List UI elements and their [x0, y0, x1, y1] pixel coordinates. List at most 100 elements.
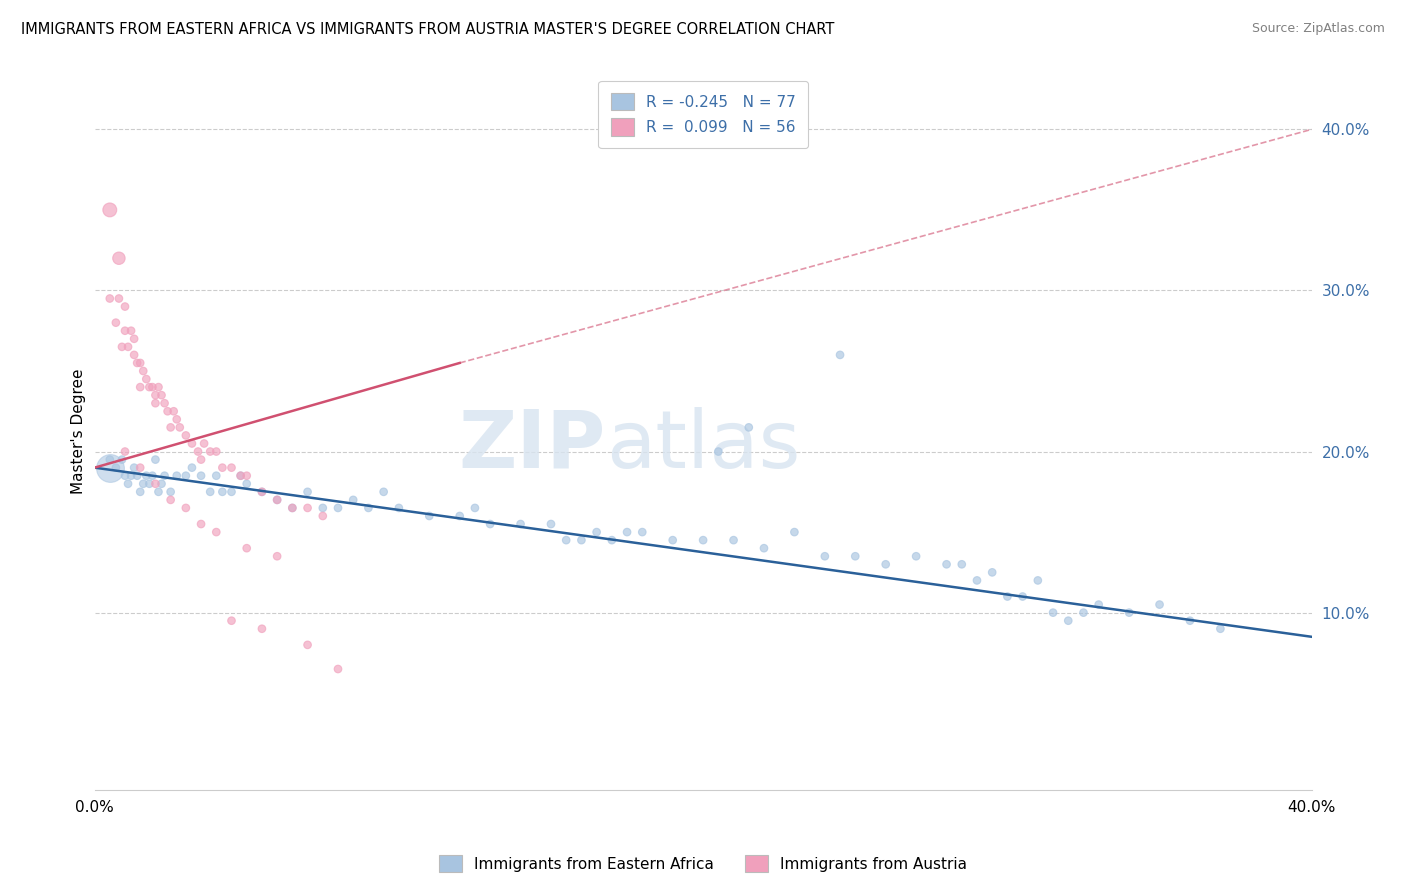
Point [132, 364, 155, 378]
Point [98, 460, 121, 475]
Point [148, 380, 170, 394]
Point [117, 340, 139, 354]
Point [828, 348, 851, 362]
Text: Source: ZipAtlas.com: Source: ZipAtlas.com [1251, 22, 1385, 36]
Text: atlas: atlas [606, 407, 800, 484]
Point [174, 500, 197, 515]
Point [114, 468, 136, 483]
Point [108, 252, 131, 266]
Point [221, 484, 243, 499]
Point [108, 292, 131, 306]
Point [127, 468, 149, 483]
Point [111, 452, 134, 467]
Point [738, 420, 761, 434]
Point [783, 525, 806, 540]
Point [1118, 606, 1140, 620]
Point [707, 444, 730, 458]
Point [120, 468, 142, 483]
Point [169, 420, 191, 434]
Point [138, 476, 160, 491]
Point [190, 468, 212, 483]
Point [1042, 606, 1064, 620]
Point [181, 460, 204, 475]
Point [98, 452, 121, 467]
Point [129, 356, 152, 370]
Point [631, 525, 654, 540]
Point [297, 484, 319, 499]
Point [1057, 614, 1080, 628]
Point [616, 525, 638, 540]
Point [981, 566, 1004, 580]
Point [585, 525, 607, 540]
Point [250, 622, 273, 636]
Point [281, 500, 304, 515]
Point [266, 492, 288, 507]
Point [129, 460, 152, 475]
Point [141, 380, 163, 394]
Point [312, 508, 335, 523]
Point [166, 412, 188, 426]
Point [138, 380, 160, 394]
Point [235, 541, 257, 556]
Point [555, 533, 578, 548]
Point [326, 500, 349, 515]
Point [1026, 574, 1049, 588]
Point [205, 468, 228, 483]
Point [1178, 614, 1201, 628]
Point [141, 468, 163, 483]
Point [373, 484, 395, 499]
Point [148, 484, 170, 499]
Point [997, 590, 1019, 604]
Point [600, 533, 623, 548]
Point [111, 340, 134, 354]
Point [135, 468, 157, 483]
Point [117, 476, 139, 491]
Point [250, 484, 273, 499]
Point [159, 492, 181, 507]
Point [145, 396, 167, 410]
Point [229, 468, 252, 483]
Point [129, 380, 152, 394]
Point [250, 484, 273, 499]
Point [966, 574, 988, 588]
Point [540, 516, 562, 531]
Point [166, 468, 188, 483]
Point [181, 436, 204, 450]
Point [281, 500, 304, 515]
Point [193, 436, 215, 450]
Point [229, 468, 252, 483]
Point [1087, 598, 1109, 612]
Point [1073, 606, 1095, 620]
Legend: R = -0.245   N = 77, R =  0.099   N = 56: R = -0.245 N = 77, R = 0.099 N = 56 [599, 80, 808, 148]
Text: ZIP: ZIP [458, 407, 606, 484]
Point [1209, 622, 1232, 636]
Point [129, 484, 152, 499]
Point [342, 492, 364, 507]
Point [357, 500, 380, 515]
Point [723, 533, 745, 548]
Point [312, 500, 335, 515]
Point [200, 444, 222, 458]
Point [297, 500, 319, 515]
Point [153, 396, 176, 410]
Point [221, 614, 243, 628]
Point [120, 324, 142, 338]
Point [211, 484, 233, 499]
Point [200, 484, 222, 499]
Point [479, 516, 502, 531]
Point [190, 516, 212, 531]
Point [235, 476, 257, 491]
Point [150, 476, 173, 491]
Point [150, 388, 173, 402]
Point [326, 662, 349, 676]
Point [104, 460, 127, 475]
Legend: Immigrants from Eastern Africa, Immigrants from Austria: Immigrants from Eastern Africa, Immigran… [432, 847, 974, 880]
Point [135, 372, 157, 386]
Point [114, 444, 136, 458]
Point [211, 460, 233, 475]
Point [464, 500, 486, 515]
Y-axis label: Master's Degree: Master's Degree [72, 368, 86, 494]
Point [388, 500, 411, 515]
Point [692, 533, 714, 548]
Point [1011, 590, 1033, 604]
